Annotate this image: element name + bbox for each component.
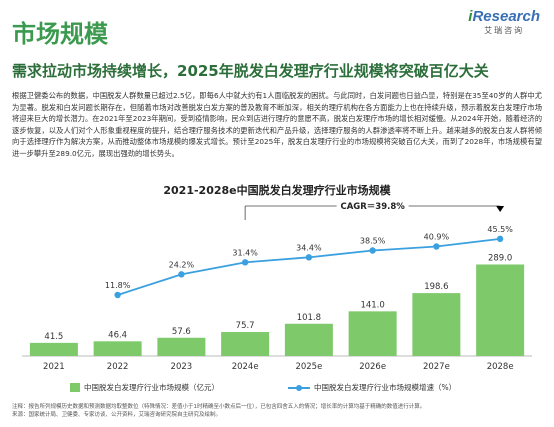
source-line: 来源：国家统计局、卫健委、专家访谈、公开资料，艾瑞咨询研究院自主研究及绘制。 [12,412,222,418]
note-line: 注释：报告所列规模历史数据和预测数据均取整数位（特殊情况：差值小于1时精确至小数… [12,404,426,410]
body-paragraph: 根据卫健委公布的数据，中国脱发人群数量已超过2.5亿，即每6人中就大约有1人面临… [12,91,543,158]
x-tick-label: 2023 [171,362,193,372]
section-title: 市场规模 [12,20,108,48]
chart-title: 2021-2028e中国脱发白发理疗行业市场规模 [163,184,391,197]
growth-rate-point [496,235,504,243]
bar-value-label: 141.0 [360,300,384,310]
logo-subtitle: 艾瑞咨询 [484,26,525,35]
page-headline: 需求拉动市场持续增长，2025年脱发白发理疗行业规模将突破百亿大关 [12,62,489,80]
bar-2026e [348,311,397,356]
bar-2025e [284,323,333,356]
growth-rate-point [114,291,121,299]
bar-value-label: 41.5 [44,332,63,342]
x-tick-label: 2025e [295,362,322,372]
legend-bar: 中国脱发白发理疗行业市场规模（亿元） [70,382,219,393]
cagr-arrow-head [496,206,505,212]
bar-value-label: 46.4 [108,330,127,340]
growth-rate-label: 11.8% [105,281,131,290]
legend-line-label: 中国脱发白发理疗行业市场规模增速（%） [314,383,457,392]
x-tick-label: 2028e [487,362,514,372]
growth-rate-label: 34.4% [296,243,322,252]
bar-2027e [412,293,461,356]
chart-notes: 注释：报告所列规模历史数据和预测数据均取整数位（特殊情况：差值小于1时精确至小数… [12,403,547,419]
bar-value-label: 289.0 [488,253,512,263]
bar-value-label: 198.6 [424,282,448,292]
bar-value-label: 57.6 [172,327,191,337]
growth-rate-point [369,247,376,254]
bar-2022 [93,341,142,356]
logo-prefix: i [468,8,473,25]
bar-value-label: 75.7 [236,321,255,331]
growth-rate-point [305,254,313,261]
growth-rate-label: 31.4% [232,248,258,257]
growth-rate-point [241,259,249,266]
legend-line: 中国脱发白发理疗行业市场规模增速（%） [288,382,456,393]
x-tick-label: 2021 [43,362,65,372]
bar-2021 [29,342,78,356]
growth-rate-point [178,271,185,278]
legend-line-swatch [288,384,310,392]
growth-rate-label: 40.9% [424,233,450,242]
x-tick-label: 2024e [232,362,259,372]
legend-bar-label: 中国脱发白发理疗行业市场规模（亿元） [84,383,219,392]
growth-rate-label: 38.5% [360,237,386,246]
bar-value-label: 101.8 [297,313,321,323]
growth-rate-label: 45.5% [487,225,513,234]
legend-bar-swatch [70,383,80,392]
iresearch-logo: iResearch 艾瑞咨询 [468,8,540,36]
bar-2023 [157,337,206,356]
logo-brand: Research [472,8,540,25]
x-tick-label: 2022 [107,362,129,372]
growth-rate-point [433,243,440,250]
cagr-label: CAGR＝39.8% [340,202,405,212]
bar-2028e [476,264,525,356]
x-tick-label: 2026e [359,362,386,372]
x-tick-label: 2027e [423,362,450,372]
cagr-label-bg [336,200,409,212]
bar-2024e [221,332,270,356]
growth-rate-label: 24.2% [169,260,195,269]
market-size-chart: 41.5 2021 46.4 2022 57.6 2023 75.7 2024e 101.8 20… [22,200,532,372]
